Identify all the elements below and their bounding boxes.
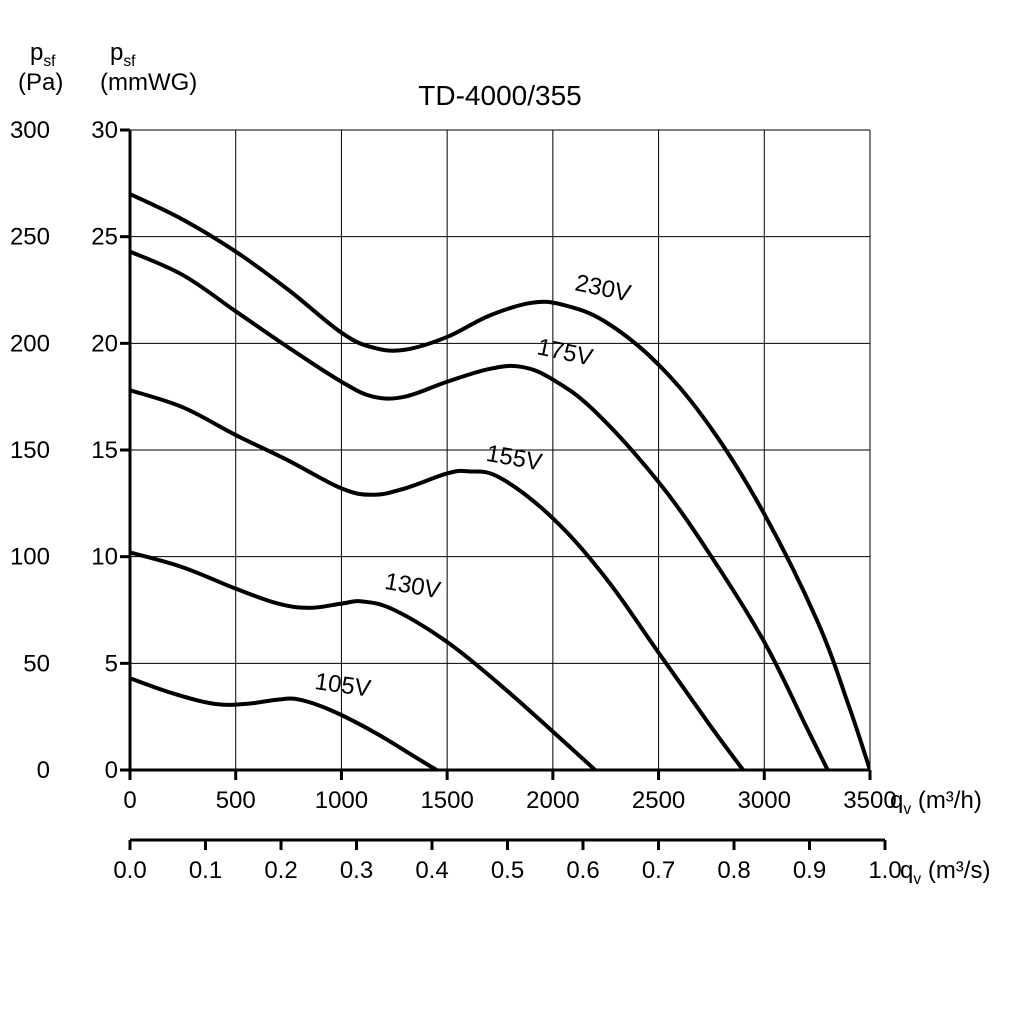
x-bottom-tick-label: 0.9 <box>793 857 826 884</box>
y-right-tick-label: 10 <box>91 544 118 571</box>
y-left-tick-label: 0 <box>37 757 50 784</box>
x-bottom-tick-label: 0.6 <box>566 857 599 884</box>
chart-title: TD-4000/355 <box>418 80 581 111</box>
y-right-tick-label: 15 <box>91 437 118 464</box>
x-bottom-axis-label: qv (m³/s) <box>900 857 990 888</box>
y-left-tick-label: 150 <box>10 437 50 464</box>
x-bottom-tick-label: 0.7 <box>642 857 675 884</box>
y-right-tick-label: 20 <box>91 330 118 357</box>
x-bottom-tick-label: 0.1 <box>189 857 222 884</box>
curve-label-175V: 175V <box>535 333 595 371</box>
y-right-tick-label: 0 <box>105 757 118 784</box>
curve-label-230V: 230V <box>573 269 633 307</box>
y-right-tick-label: 30 <box>91 117 118 144</box>
x-tick-label: 500 <box>216 787 256 814</box>
curve-105V <box>130 678 437 770</box>
y-right-label-1: psf <box>110 39 136 70</box>
x-bottom-tick-label: 0.8 <box>717 857 750 884</box>
x-tick-label: 3000 <box>738 787 791 814</box>
chart-container: TD-4000/355psf(Pa)psf(mmWG)0500100015002… <box>0 0 1020 1020</box>
y-right-tick-label: 25 <box>91 224 118 251</box>
x-tick-label: 2000 <box>526 787 579 814</box>
fan-curve-chart: TD-4000/355psf(Pa)psf(mmWG)0500100015002… <box>0 0 1020 1020</box>
y-left-tick-label: 50 <box>23 650 50 677</box>
x-bottom-tick-label: 0.4 <box>415 857 448 884</box>
curve-175V <box>130 252 828 770</box>
curve-130V <box>130 552 595 770</box>
x-bottom-tick-label: 0.5 <box>491 857 524 884</box>
y-left-tick-label: 200 <box>10 330 50 357</box>
x-tick-label: 1000 <box>315 787 368 814</box>
x-tick-label: 0 <box>123 787 136 814</box>
y-right-tick-label: 5 <box>105 650 118 677</box>
y-right-label-2: (mmWG) <box>100 69 197 96</box>
y-left-tick-label: 300 <box>10 117 50 144</box>
x-top-axis-label: qv (m³/h) <box>890 787 982 818</box>
curve-label-130V: 130V <box>383 568 443 604</box>
y-left-label-2: (Pa) <box>18 69 63 96</box>
x-bottom-tick-label: 0.3 <box>340 857 373 884</box>
y-left-tick-label: 250 <box>10 224 50 251</box>
curve-label-155V: 155V <box>484 440 544 476</box>
x-bottom-tick-label: 0.0 <box>113 857 146 884</box>
curve-label-105V: 105V <box>313 668 372 703</box>
x-tick-label: 2500 <box>632 787 685 814</box>
x-bottom-tick-label: 0.2 <box>264 857 297 884</box>
y-left-tick-label: 100 <box>10 544 50 571</box>
y-left-label-1: psf <box>30 39 56 70</box>
x-bottom-tick-label: 1.0 <box>868 857 901 884</box>
x-tick-label: 3500 <box>843 787 896 814</box>
x-tick-label: 1500 <box>420 787 473 814</box>
